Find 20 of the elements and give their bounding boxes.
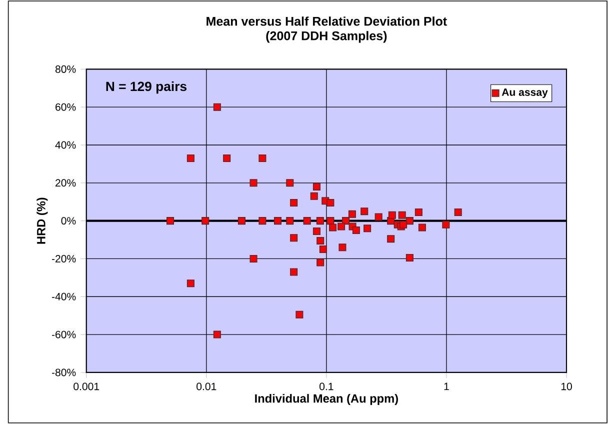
chart-subtitle: (2007 DDH Samples): [266, 31, 387, 43]
x-tick-label: 10: [561, 382, 572, 390]
legend-label: Au assay: [502, 88, 548, 98]
x-axis-title: Individual Mean (Au ppm): [255, 394, 398, 406]
y-tick-label: 0%: [61, 217, 76, 225]
y-tick-label: 60%: [56, 103, 76, 111]
y-tick-label: 20%: [56, 179, 76, 187]
y-tick-label: -80%: [52, 368, 76, 376]
y-tick-label: -20%: [52, 255, 76, 263]
x-tick-label: 0.001: [74, 382, 100, 390]
y-tick-label: 80%: [55, 66, 76, 73]
x-tick-label: 1: [444, 382, 449, 390]
x-tick-label: 0.1: [320, 382, 334, 390]
y-tick-label: 40%: [55, 141, 76, 149]
annotation: N = 129 pairs: [106, 81, 187, 94]
y-axis-title: HRD (%): [36, 198, 48, 244]
y-tick-label: -60%: [52, 330, 76, 338]
y-tick-label: -40%: [52, 292, 76, 300]
chart-title: Mean versus Half Relative Deviation Plot: [206, 16, 447, 26]
x-tick-label: 0.01: [196, 382, 216, 390]
